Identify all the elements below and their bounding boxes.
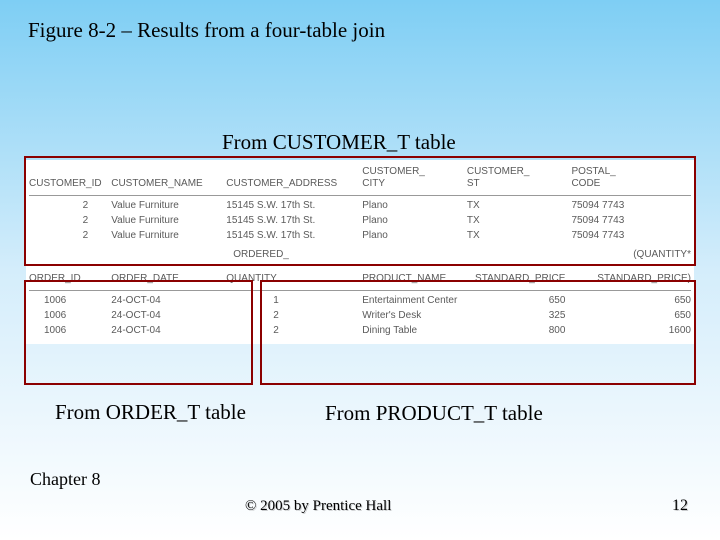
highlight-box-order: [24, 280, 253, 385]
footer-copyright: © 2005 by Prentice Hall: [245, 498, 391, 515]
label-customer-table: From CUSTOMER_T table: [222, 130, 456, 155]
footer-chapter: Chapter 8: [30, 469, 100, 490]
highlight-box-customer: [24, 156, 696, 266]
slide-title: Figure 8-2 – Results from a four-table j…: [28, 18, 385, 43]
label-product-table: From PRODUCT_T table: [325, 401, 543, 426]
highlight-box-product: [260, 280, 696, 385]
footer-pagenum: 12: [672, 497, 688, 515]
label-order-table: From ORDER_T table: [55, 400, 246, 425]
